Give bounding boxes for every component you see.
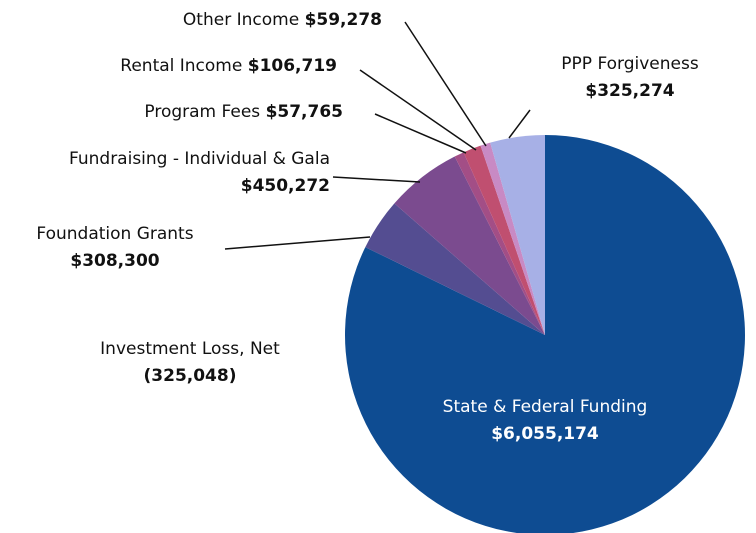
category-name: Rental Income: [120, 56, 243, 76]
pie-slice: [463, 145, 545, 335]
category-name: State & Federal Funding: [442, 397, 648, 417]
slice-label: PPP Forgiveness $325,274: [530, 51, 730, 105]
leader-line: [374, 113, 467, 154]
value-label: $308,300: [70, 251, 160, 271]
pie-slice: [345, 135, 745, 533]
category-name: Other Income: [182, 10, 300, 30]
leader-line: [508, 109, 531, 139]
value-label: $57,765: [265, 102, 343, 122]
pie-slice: [480, 142, 545, 335]
value-label: (325,048): [143, 366, 237, 386]
category-name: Fundraising - Individual & Gala: [69, 149, 330, 169]
value-label: $325,274: [585, 81, 675, 101]
leader-line: [359, 69, 477, 151]
pie-slice: [490, 135, 545, 335]
value-label: $59,278: [304, 10, 382, 30]
value-label: $6,055,174: [491, 424, 599, 444]
slice-label: Other Income $59,278: [60, 7, 382, 34]
slice-label: State & Federal Funding $6,055,174: [395, 394, 695, 448]
pie-slice: [365, 203, 545, 335]
category-name: Program Fees: [144, 102, 261, 122]
leader-line: [224, 236, 371, 250]
pie-slice: [394, 156, 545, 335]
slice-label: Foundation Grants $308,300: [0, 221, 230, 275]
slice-label: Fundraising - Individual & Gala $450,272: [60, 146, 330, 200]
slice-label: Program Fees $57,765: [60, 99, 343, 126]
category-name: Investment Loss, Net: [100, 339, 280, 359]
value-label: $106,719: [247, 56, 337, 76]
category-name: PPP Forgiveness: [561, 54, 699, 74]
pie-slice: [454, 152, 545, 335]
leader-line: [332, 176, 421, 183]
slice-label: Rental Income $106,719: [30, 53, 337, 80]
value-label: $450,272: [240, 176, 330, 196]
slice-label: Investment Loss, Net (325,048): [60, 336, 320, 390]
leader-line: [404, 21, 487, 147]
category-name: Foundation Grants: [36, 224, 194, 244]
